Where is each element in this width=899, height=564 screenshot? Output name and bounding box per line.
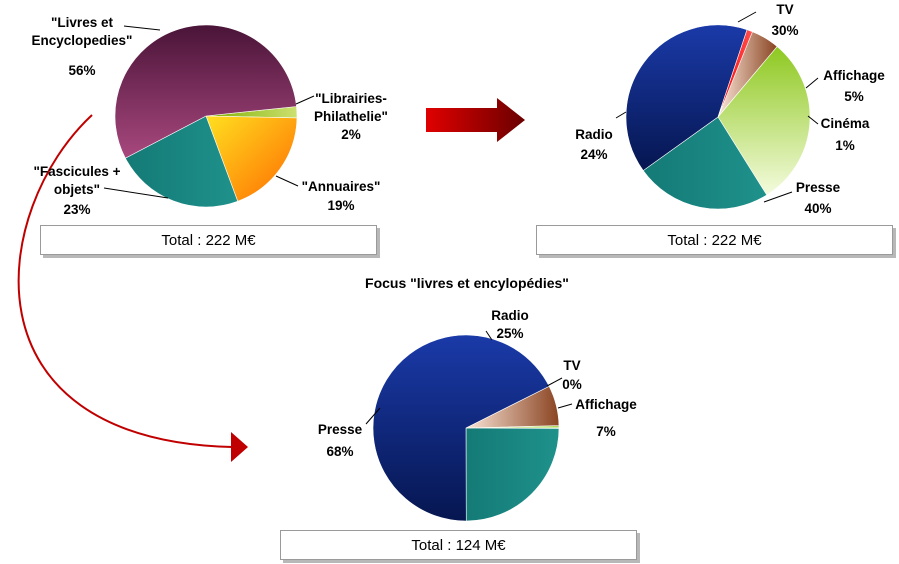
leader-line	[295, 95, 315, 105]
slice-label-tv: TV	[776, 2, 793, 17]
pie-c-labels: Radio 25% TV 0% Affichage 7% Presse 68%	[318, 308, 637, 459]
slice-label-livres: "Livres et Encyclopedies"	[32, 15, 133, 48]
slice-value-librairies: 2%	[341, 127, 361, 142]
pie-slice	[124, 115, 239, 208]
slice-value-affichage: 7%	[596, 424, 616, 439]
slice-value-annuaires: 19%	[327, 198, 354, 213]
leader-line	[805, 77, 819, 89]
slice-label-affichage: Affichage	[575, 397, 637, 412]
pie-slice	[372, 334, 550, 522]
slice-label-radio: Radio	[491, 308, 529, 323]
leader-line	[763, 191, 793, 203]
leader-line	[103, 187, 169, 199]
pie-chart-focus-books	[372, 334, 560, 522]
leader-line	[737, 11, 757, 23]
slice-label-affichage: Affichage	[823, 68, 885, 83]
leader-line	[546, 377, 563, 387]
pie-slice	[625, 24, 748, 171]
leader-line	[807, 115, 819, 125]
focus-title: Focus "livres et encylopédies"	[365, 275, 569, 291]
pie-slice	[717, 29, 753, 118]
leader-line	[275, 175, 299, 187]
slice-value-tv: 30%	[771, 23, 798, 38]
slice-value-livres: 56%	[68, 63, 95, 78]
total-box: Total : 124 M€	[280, 530, 637, 560]
slice-label-tv: TV	[563, 358, 580, 373]
slice-label-librairies: "Librairies-Philathelie"	[314, 91, 388, 124]
curved-arrow-icon	[17, 114, 233, 448]
slice-value-tv: 0%	[562, 377, 582, 392]
slice-value-radio: 25%	[496, 326, 523, 341]
leader-line	[485, 330, 493, 341]
leader-line	[365, 407, 381, 425]
slice-label-radio: Radio	[575, 127, 613, 142]
slice-label-cinema: Cinéma	[821, 116, 870, 131]
pie-slice	[114, 24, 297, 159]
slice-value-presse: 40%	[804, 201, 831, 216]
pie-a-labels: "Livres et Encyclopedies" 56% "Librairies…	[32, 15, 388, 217]
slice-value-fascicules: 23%	[63, 202, 90, 217]
right-arrow-icon	[426, 98, 525, 142]
slice-label-presse: Presse	[796, 180, 841, 195]
leader-line	[615, 111, 627, 119]
total-box: Total : 222 M€	[536, 225, 893, 255]
curved-arrow-head-icon	[231, 432, 248, 462]
leader-line	[557, 403, 573, 409]
leader-line	[123, 25, 161, 31]
slice-label-fascicules: "Fascicules + objets"	[33, 164, 120, 197]
slice-label-presse: Presse	[318, 422, 363, 437]
slice-value-radio: 24%	[580, 147, 607, 162]
slice-value-presse: 68%	[326, 444, 353, 459]
pie-chart-media-split	[625, 24, 811, 210]
slice-value-affichage: 5%	[844, 89, 864, 104]
pie-slice	[465, 385, 560, 429]
slice-value-cinema: 1%	[835, 138, 855, 153]
pie-slice	[465, 427, 560, 522]
pie-slice	[205, 115, 298, 202]
pie-slice	[642, 116, 768, 210]
pie-slice	[717, 46, 811, 196]
pie-b-labels: TV 30% Affichage 5% Cinéma 1% Radio 24% …	[575, 2, 885, 216]
slice-label-annuaires: "Annuaires"	[302, 179, 381, 194]
pie-chart-revenue-sources	[114, 24, 298, 208]
total-box: Total : 222 M€	[40, 225, 377, 255]
